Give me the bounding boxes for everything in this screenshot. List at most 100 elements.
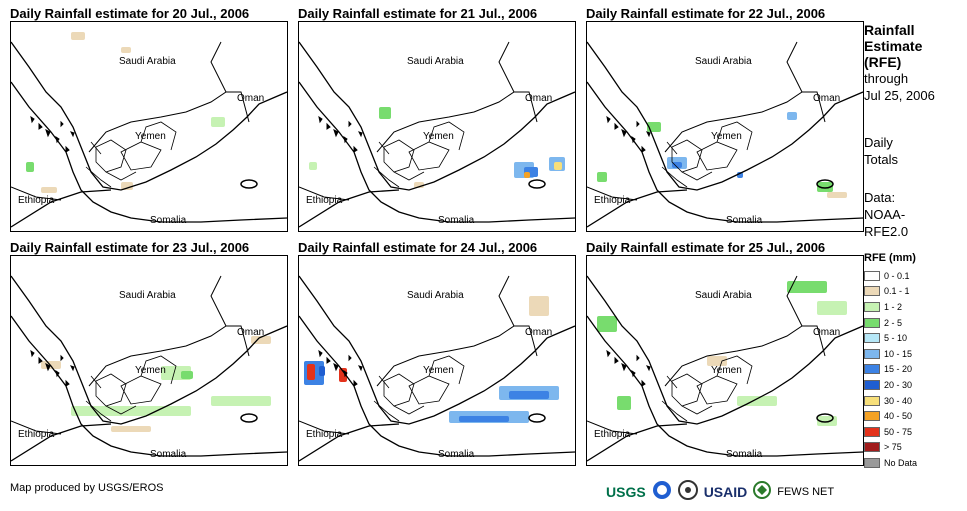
- legend-item: No Data: [864, 455, 917, 471]
- label-oman: Oman: [525, 93, 553, 104]
- panel-title: Daily Rainfall estimate for 21 Jul., 200…: [298, 6, 538, 21]
- logo-strip: USGS USAID FEWS NET: [606, 479, 856, 505]
- label-yemen: Yemen: [423, 131, 454, 142]
- side-date: Jul 25, 2006: [864, 88, 935, 103]
- label-saudi-arabia: Saudi Arabia: [407, 290, 464, 301]
- label-oman: Oman: [237, 93, 265, 104]
- legend-swatch: [864, 457, 880, 468]
- rainfall-map: Saudi Arabia Oman Yemen Ethiopia Somalia: [586, 255, 864, 466]
- noaa-logo-icon: [652, 480, 672, 505]
- dos-seal-icon: [677, 479, 698, 505]
- legend-label: 0 - 0.1: [884, 270, 910, 281]
- legend-label: 2 - 5: [884, 317, 903, 328]
- legend-label: 40 - 50: [884, 411, 913, 422]
- label-yemen: Yemen: [423, 365, 454, 376]
- legend-label: 10 - 15: [884, 348, 913, 359]
- label-oman: Oman: [813, 327, 841, 338]
- label-somalia: Somalia: [438, 449, 475, 460]
- legend-item: 20 - 30: [864, 377, 917, 393]
- legend: 0 - 0.1 0.1 - 1 1 - 2 2 - 5 5 - 10 10 - 15 15 …: [864, 268, 917, 471]
- label-yemen: Yemen: [135, 365, 166, 376]
- rainfall-map: Saudi Arabia Oman Yemen Ethiopia Somalia: [298, 255, 576, 466]
- legend-item: 5 - 10: [864, 330, 917, 346]
- legend-swatch: [864, 442, 880, 453]
- legend-label: 20 - 30: [884, 379, 913, 390]
- label-ethiopia: Ethiopia: [306, 195, 343, 206]
- label-ethiopia: Ethiopia: [594, 429, 631, 440]
- legend-label: 1 - 2: [884, 301, 903, 312]
- legend-item: 15 - 20: [864, 362, 917, 378]
- side-data: Data: NOAA- RFE2.0: [864, 189, 908, 240]
- panel-title: Daily Rainfall estimate for 24 Jul., 200…: [298, 240, 538, 255]
- legend-swatch: [864, 286, 880, 297]
- rainfall-map: Saudi Arabia Oman Yemen Ethiopia Somalia: [10, 21, 288, 232]
- panel-title: Daily Rainfall estimate for 22 Jul., 200…: [586, 6, 826, 21]
- legend-swatch: [864, 395, 880, 406]
- side-title-line3: (RFE): [864, 54, 902, 70]
- legend-item: 0 - 0.1: [864, 268, 917, 284]
- legend-item: 1 - 2: [864, 299, 917, 315]
- label-ethiopia: Ethiopia: [306, 429, 343, 440]
- label-somalia: Somalia: [726, 449, 763, 460]
- rainfall-map: Saudi Arabia Oman Yemen Ethiopia Somalia: [586, 21, 864, 232]
- legend-swatch: [864, 364, 880, 375]
- legend-item: 40 - 50: [864, 408, 917, 424]
- label-oman: Oman: [237, 327, 265, 338]
- side-title-line2: Estimate: [864, 38, 923, 54]
- legend-swatch: [864, 348, 880, 359]
- legend-item: 2 - 5: [864, 315, 917, 331]
- side-daily-line2: Totals: [864, 152, 898, 167]
- legend-item: 0.1 - 1: [864, 284, 917, 300]
- label-saudi-arabia: Saudi Arabia: [119, 56, 176, 67]
- legend-label: > 75: [884, 442, 902, 453]
- label-somalia: Somalia: [438, 215, 475, 226]
- fews-logo: FEWS NET: [777, 486, 835, 498]
- legend-label: 5 - 10: [884, 333, 908, 344]
- usgs-logo: USGS: [606, 484, 646, 500]
- side-title: Rainfall Estimate (RFE) through Jul 25, …: [864, 22, 935, 104]
- rainfall-map: Saudi Arabia Oman Yemen Ethiopia Somalia: [298, 21, 576, 232]
- legend-item: 50 - 75: [864, 424, 917, 440]
- side-title-line1: Rainfall: [864, 22, 915, 38]
- label-somalia: Somalia: [150, 215, 187, 226]
- side-data-line1: Data:: [864, 190, 896, 205]
- legend-label: 0.1 - 1: [884, 286, 910, 297]
- label-saudi-arabia: Saudi Arabia: [407, 56, 464, 67]
- label-saudi-arabia: Saudi Arabia: [119, 290, 176, 301]
- legend-item: 30 - 40: [864, 393, 917, 409]
- label-saudi-arabia: Saudi Arabia: [695, 290, 752, 301]
- label-oman: Oman: [525, 327, 553, 338]
- rainfall-map: Saudi Arabia Oman Yemen Ethiopia Somalia: [10, 255, 288, 466]
- side-through: through: [864, 71, 909, 86]
- legend-item: 10 - 15: [864, 346, 917, 362]
- footer-credit: Map produced by USGS/EROS: [10, 482, 164, 494]
- legend-label: 50 - 75: [884, 426, 913, 437]
- panel-title: Daily Rainfall estimate for 23 Jul., 200…: [10, 240, 250, 255]
- legend-label: 15 - 20: [884, 364, 913, 375]
- label-ethiopia: Ethiopia: [18, 429, 55, 440]
- legend-swatch: [864, 317, 880, 328]
- usaid-logo: USAID: [703, 484, 748, 500]
- label-somalia: Somalia: [726, 215, 763, 226]
- side-daily: Daily Totals: [864, 134, 898, 168]
- legend-swatch: [864, 379, 880, 390]
- label-yemen: Yemen: [135, 131, 166, 142]
- side-data-line2: NOAA-: [864, 207, 906, 222]
- legend-swatch: [864, 411, 880, 422]
- panel-title: Daily Rainfall estimate for 20 Jul., 200…: [10, 6, 250, 21]
- fews-logo-icon: [753, 480, 772, 504]
- legend-swatch: [864, 270, 880, 281]
- legend-swatch: [864, 426, 880, 437]
- legend-title: RFE (mm): [864, 252, 916, 264]
- label-yemen: Yemen: [711, 131, 742, 142]
- legend-swatch: [864, 333, 880, 344]
- legend-label: 30 - 40: [884, 395, 913, 406]
- legend-swatch: [864, 301, 880, 312]
- label-ethiopia: Ethiopia: [594, 195, 631, 206]
- panel-title: Daily Rainfall estimate for 25 Jul., 200…: [586, 240, 826, 255]
- legend-label: No Data: [884, 457, 918, 468]
- side-data-line3: RFE2.0: [864, 224, 909, 239]
- label-yemen: Yemen: [711, 365, 742, 376]
- label-saudi-arabia: Saudi Arabia: [695, 56, 752, 67]
- side-daily-line1: Daily: [864, 135, 893, 150]
